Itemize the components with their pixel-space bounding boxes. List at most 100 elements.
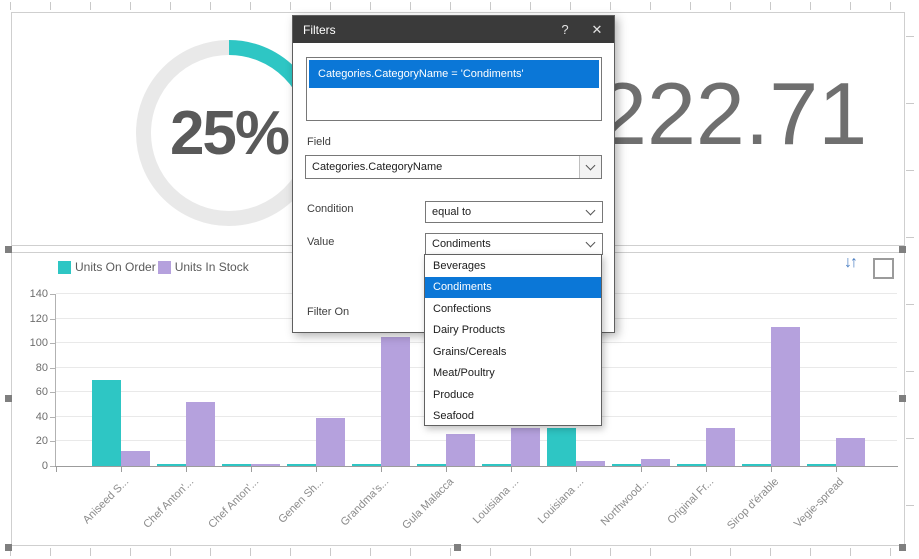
value-combobox-value: Condiments [432,238,491,250]
y-axis-line [55,294,56,466]
value-dropdown-list: Beverages Condiments Confections Dairy Prod… [424,254,602,426]
y-axis-tick-label: 60 [35,386,48,399]
row-tick [906,304,914,305]
column-tick [290,2,291,10]
bar-units-in-stock[interactable] [186,402,215,466]
row-tick [906,103,914,104]
bar-units-on-order[interactable] [417,464,446,466]
resize-handle[interactable] [5,395,12,402]
filter-criteria-item[interactable]: Categories.CategoryName = 'Condiments' [309,60,599,88]
resize-handle[interactable] [5,544,12,551]
column-tick [850,548,851,556]
x-axis-tick [316,467,317,472]
column-tick [170,548,171,556]
resize-handle[interactable] [899,395,906,402]
bar-units-on-order[interactable] [222,464,251,466]
dropdown-option[interactable]: Beverages [433,259,486,272]
row-tick [906,36,914,37]
criteria-listbox[interactable]: Categories.CategoryName = 'Condiments' [306,57,602,121]
column-tick [610,548,611,556]
column-tick [530,2,531,10]
bar-units-in-stock[interactable] [251,464,280,466]
condition-combobox-value: equal to [432,206,472,218]
column-tick [730,548,731,556]
field-combobox[interactable]: Categories.CategoryName [305,155,602,179]
bar-units-in-stock[interactable] [641,458,670,466]
row-tick [906,371,914,372]
column-tick [810,548,811,556]
column-tick [610,2,611,10]
bar-units-in-stock[interactable] [771,327,800,466]
column-tick [410,548,411,556]
resize-handle[interactable] [454,544,461,551]
row-tick [906,438,914,439]
legend-swatch [157,260,171,274]
bar-units-in-stock[interactable] [576,461,605,466]
x-axis-tick [836,467,837,472]
dropdown-option[interactable]: Dairy Products [433,324,506,337]
column-tick [490,2,491,10]
dropdown-option[interactable]: Meat/Poultry [433,367,495,380]
column-tick [570,2,571,10]
resize-handle[interactable] [899,246,906,253]
dropdown-option[interactable]: Seafood [433,410,474,423]
bar-units-on-order[interactable] [807,464,836,466]
x-axis-tick [56,467,57,472]
column-tick [810,2,811,10]
column-tick [530,548,531,556]
resize-handle[interactable] [5,246,12,253]
column-tick [690,548,691,556]
dropdown-option[interactable]: Confections [433,302,492,315]
column-tick [10,2,11,10]
maximize-icon[interactable] [873,258,894,279]
bar-units-on-order[interactable] [742,464,771,466]
bar-units-on-order[interactable] [612,464,641,466]
bar-units-on-order[interactable] [677,464,706,466]
x-axis-tick [771,467,772,472]
field-dropdown-button[interactable] [579,156,601,178]
condition-combobox[interactable]: equal to [425,201,603,223]
x-axis-tick [706,467,707,472]
column-tick [450,548,451,556]
column-tick [890,548,891,556]
bar-units-in-stock[interactable] [511,427,540,466]
bar-units-in-stock[interactable] [121,451,150,466]
y-axis-tick [50,466,55,467]
y-axis-tick-label: 0 [41,460,48,472]
bar-units-on-order[interactable] [157,464,186,466]
column-tick [770,2,771,10]
bar-units-in-stock[interactable] [381,337,410,466]
value-combobox[interactable]: Condiments [425,233,603,255]
column-tick [130,2,131,10]
column-tick [50,2,51,10]
y-axis-tick-label: 20 [35,435,48,448]
bar-units-on-order[interactable] [92,380,121,466]
bar-units-in-stock[interactable] [446,434,475,466]
legend-label: Units On Order [75,260,156,274]
bar-units-in-stock[interactable] [706,427,735,466]
condition-label: Condition [307,203,354,215]
x-axis-tick [121,467,122,472]
bar-units-on-order[interactable] [287,464,316,466]
chevron-down-icon [585,160,596,171]
x-axis-tick [251,467,252,472]
close-icon[interactable]: ✕ [591,21,603,37]
dropdown-option[interactable]: Grains/Cereals [433,345,507,358]
chevron-down-icon [585,237,596,248]
dropdown-option[interactable]: Condiments [425,276,601,298]
x-axis-line [55,466,898,467]
x-axis-tick [576,467,577,472]
resize-handle[interactable] [899,544,906,551]
bar-units-on-order[interactable] [352,464,381,466]
bar-units-in-stock[interactable] [316,418,345,466]
bar-units-on-order[interactable] [547,427,576,466]
bar-units-on-order[interactable] [482,464,511,466]
sort-icon[interactable]: ↓↑ [844,254,858,271]
x-axis-tick [446,467,447,472]
column-tick [690,2,691,10]
dropdown-option[interactable]: Produce [433,388,474,401]
help-icon[interactable]: ? [561,22,569,37]
chart-legend: Units On Order Units In Stock [58,260,251,274]
bar-units-in-stock[interactable] [836,437,865,466]
x-axis-tick [381,467,382,472]
